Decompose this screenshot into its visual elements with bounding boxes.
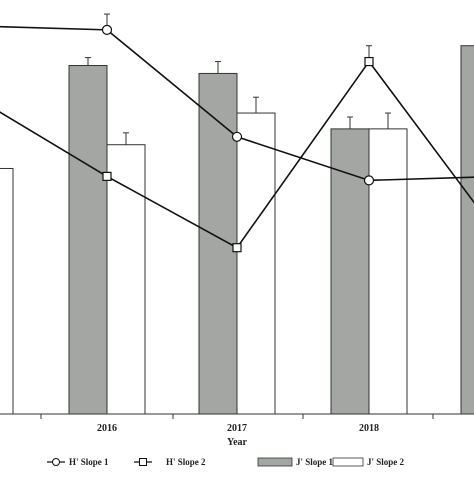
legend-label: J' Slope 1: [296, 457, 334, 467]
bar: [236, 112, 276, 415]
data-point: [231, 131, 243, 142]
bar: [368, 128, 408, 415]
data-point: [102, 171, 112, 181]
data-point: [364, 56, 374, 67]
bar: [330, 128, 370, 415]
legend: H' Slope 1 H' Slope 2 J' Slope 1 J' Slope 2: [47, 457, 405, 467]
x-axis-title: Year: [227, 437, 248, 448]
bar: [460, 45, 474, 415]
bar: [68, 65, 108, 415]
legend-square-marker: [139, 458, 147, 466]
data-point: [101, 24, 113, 35]
legend-circle-marker: [52, 458, 60, 466]
legend-label: J' Slope 2: [367, 457, 405, 467]
x-axis-ticks: 2016 2017 2018: [40, 414, 434, 434]
legend-bar-swatch: [332, 457, 364, 467]
bars-layer: [0, 45, 474, 415]
x-tick-label: 2018: [359, 423, 379, 434]
x-tick-label: 2016: [97, 423, 117, 434]
legend-bar-swatch: [257, 457, 293, 467]
legend-label: H' Slope 1: [69, 457, 109, 467]
legend-label: H' Slope 2: [166, 457, 206, 467]
data-point: [232, 243, 242, 253]
data-point: [363, 175, 375, 186]
bar: [106, 144, 146, 415]
x-tick-label: 2017: [227, 423, 247, 434]
bar: [0, 167, 14, 415]
lines-layer: [0, 13, 474, 253]
